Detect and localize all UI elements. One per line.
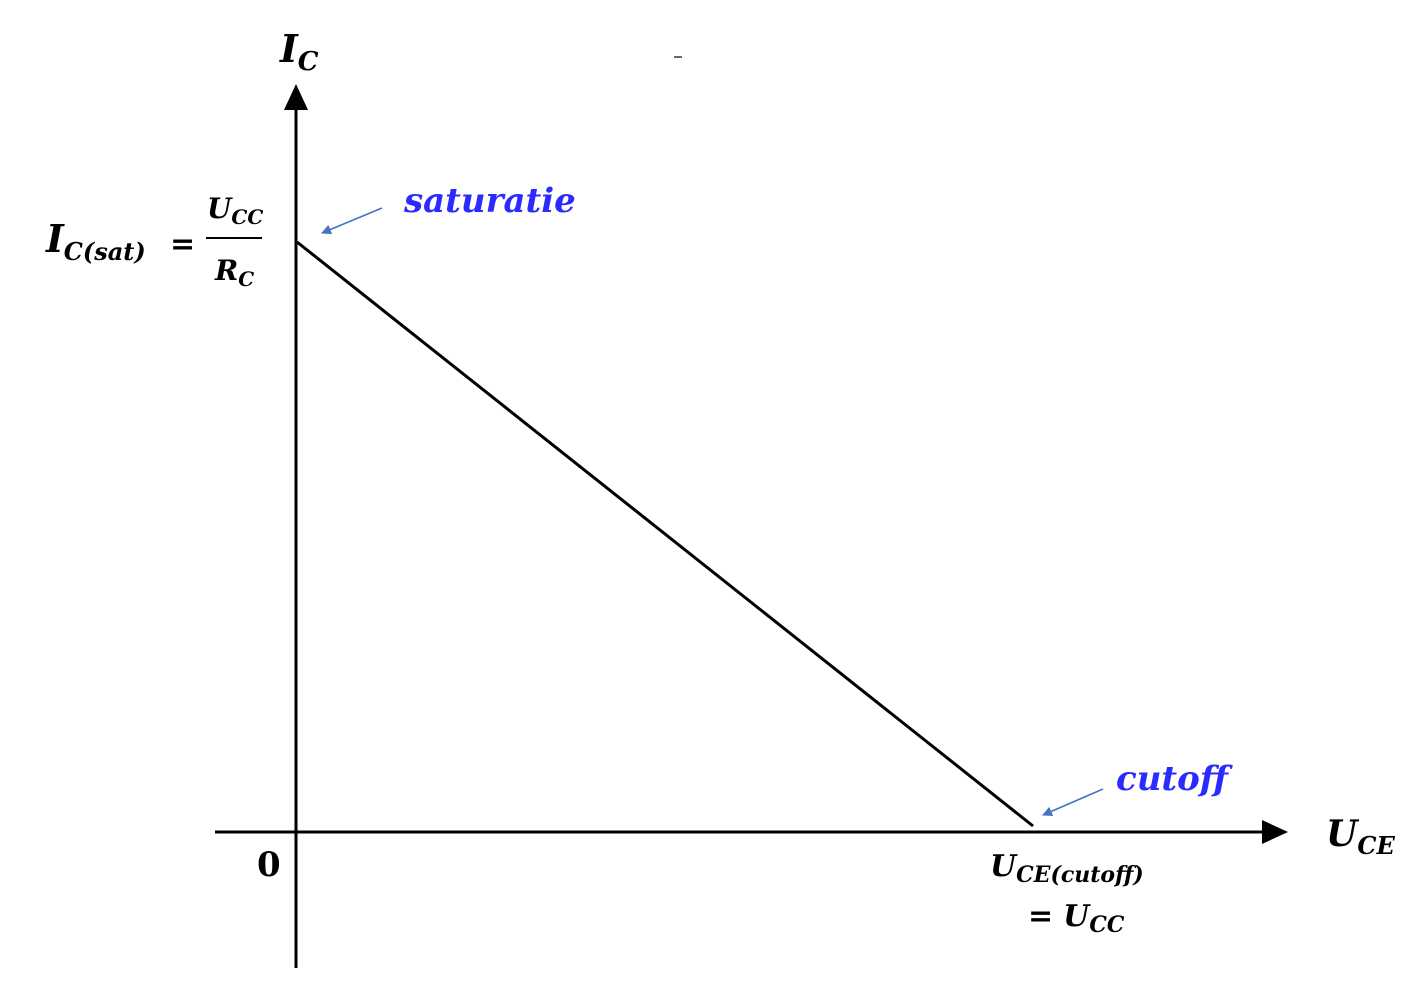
sat-numerator: UCC [207, 192, 263, 229]
load-line [296, 240, 1034, 828]
sat-denominator: RC [214, 254, 254, 291]
cutoff-annotation: cutoff [1116, 759, 1234, 799]
y-axis-label: IC [279, 26, 319, 77]
cutoff-rhs: = UCC [1028, 899, 1125, 938]
x-axis-label: UCE [1326, 813, 1396, 860]
origin-label: 0 [257, 845, 281, 885]
y-axis-arrowhead [284, 84, 308, 110]
cutoff-lhs: UCE(cutoff) [990, 849, 1144, 888]
saturation-arrow [321, 207, 383, 235]
cutoff-arrow [1042, 788, 1104, 817]
saturation-current-label: IC(sat) = UCC RC [45, 192, 263, 291]
saturation-annotation: saturatie [403, 181, 576, 221]
cutoff-voltage-label: UCE(cutoff) = UCC [990, 849, 1144, 938]
x-axis-arrowhead [1262, 820, 1288, 844]
sat-lhs: IC(sat) [45, 216, 146, 266]
sat-equals: = [170, 227, 195, 262]
